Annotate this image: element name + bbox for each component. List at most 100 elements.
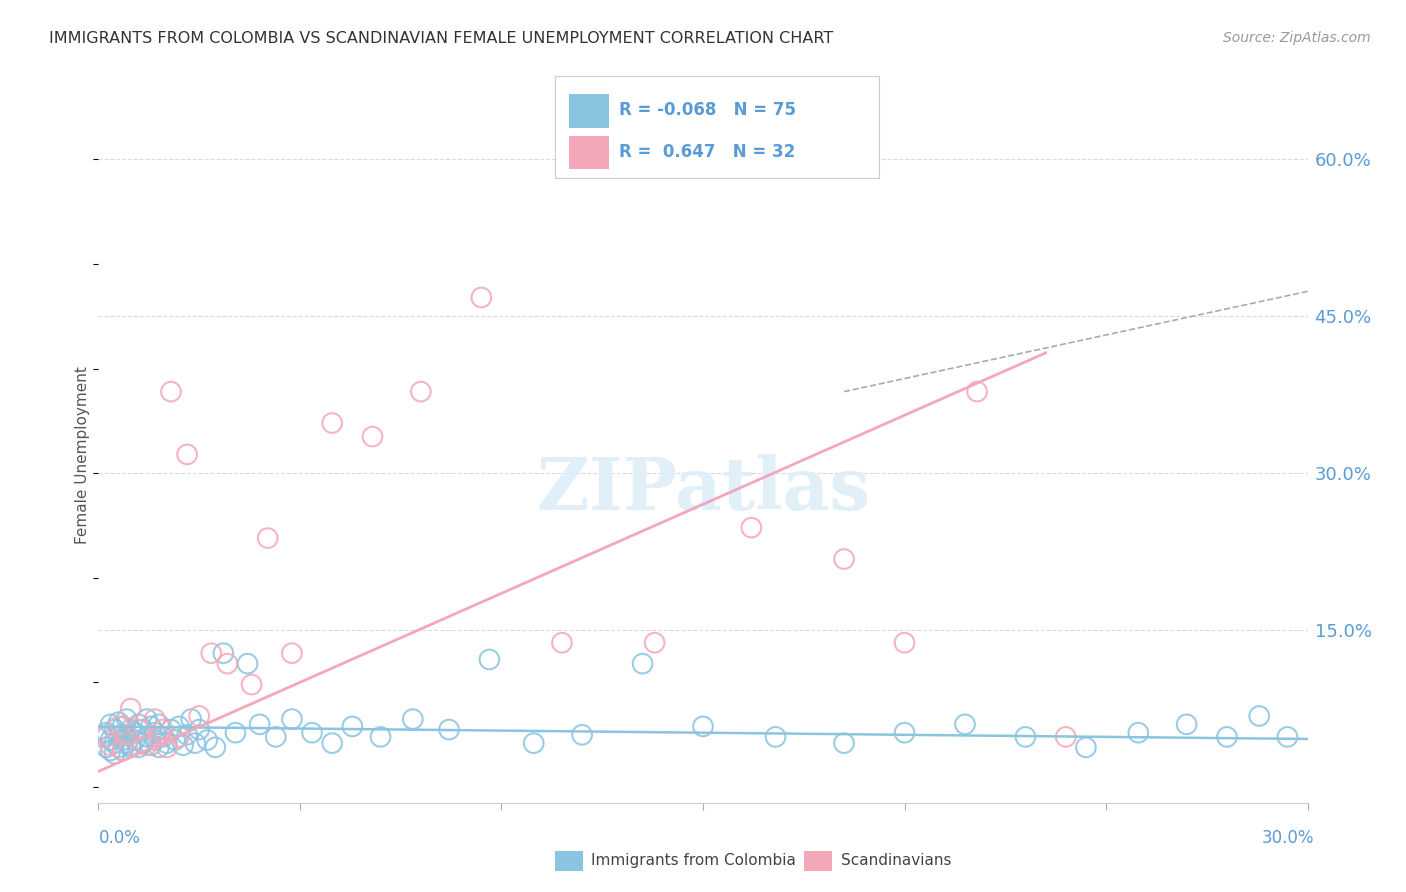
Point (236, 657, 259, 671)
Text: Scandinavians: Scandinavians (841, 854, 952, 868)
Point (135, 738, 157, 752)
Point (167, 730, 190, 744)
Point (893, 636, 915, 650)
Point (204, 740, 226, 755)
Point (212, 646, 235, 660)
Point (111, 719, 134, 733)
Point (103, 747, 125, 761)
Point (256, 531, 278, 545)
Point (953, 717, 976, 731)
Point (132, 736, 155, 750)
Point (103, 736, 125, 750)
Point (100, 717, 122, 731)
Point (143, 725, 166, 739)
Point (96, 730, 118, 744)
Point (1014, 730, 1036, 744)
Point (148, 717, 170, 731)
Text: 0.0%: 0.0% (98, 829, 141, 847)
Point (200, 646, 222, 660)
Point (240, 677, 263, 691)
Point (361, 429, 384, 443)
Point (120, 701, 142, 715)
Point (115, 728, 138, 742)
Point (139, 719, 162, 733)
Point (148, 730, 170, 744)
Y-axis label: Female Unemployment: Female Unemployment (75, 366, 90, 544)
Point (152, 730, 174, 744)
Text: ZIPatlas: ZIPatlas (536, 454, 870, 525)
Point (107, 719, 129, 733)
Point (765, 730, 787, 744)
Point (124, 733, 146, 747)
Point (128, 740, 150, 755)
Text: R = -0.068   N = 75: R = -0.068 N = 75 (619, 101, 796, 119)
Point (115, 712, 138, 726)
Point (96, 740, 118, 755)
Point (111, 743, 134, 757)
Point (264, 730, 287, 744)
Point (135, 712, 157, 726)
Point (1249, 709, 1271, 723)
Point (128, 717, 150, 731)
Point (409, 384, 432, 399)
Point (100, 738, 122, 752)
Text: Immigrants from Colombia: Immigrants from Colombia (591, 854, 796, 868)
Point (103, 723, 125, 737)
Point (163, 733, 186, 747)
Point (1216, 730, 1239, 744)
Point (132, 723, 155, 737)
Point (217, 657, 239, 671)
Point (107, 730, 129, 744)
Point (100, 743, 122, 757)
Point (740, 521, 762, 535)
Point (91, 730, 114, 744)
Point (100, 733, 122, 747)
Point (152, 723, 174, 737)
Point (107, 740, 129, 755)
Point (160, 384, 183, 399)
Point (160, 723, 183, 737)
Point (692, 719, 714, 733)
Point (249, 717, 271, 731)
Point (644, 636, 666, 650)
Point (180, 712, 202, 726)
Point (139, 738, 162, 752)
Point (143, 712, 166, 726)
Point (631, 657, 654, 671)
Text: R =  0.647   N = 32: R = 0.647 N = 32 (619, 143, 794, 161)
Point (893, 725, 915, 739)
Text: Source: ZipAtlas.com: Source: ZipAtlas.com (1223, 31, 1371, 45)
Point (120, 738, 142, 752)
Point (107, 715, 129, 730)
Point (135, 730, 157, 744)
Point (156, 736, 179, 750)
Point (571, 728, 593, 742)
Point (111, 733, 134, 747)
Point (224, 725, 246, 739)
Point (176, 728, 198, 742)
Point (321, 416, 343, 430)
Point (128, 723, 150, 737)
Point (120, 740, 142, 755)
Point (370, 730, 392, 744)
Point (1277, 730, 1299, 744)
Point (281, 712, 304, 726)
Point (437, 723, 460, 737)
Point (176, 447, 198, 461)
Point (120, 723, 142, 737)
Point (832, 736, 855, 750)
Point (1054, 730, 1077, 744)
Point (402, 712, 425, 726)
Point (143, 733, 166, 747)
Point (188, 709, 211, 723)
Point (96, 725, 118, 739)
Point (115, 736, 138, 750)
Point (478, 652, 501, 666)
Text: IMMIGRANTS FROM COLOMBIA VS SCANDINAVIAN FEMALE UNEMPLOYMENT CORRELATION CHART: IMMIGRANTS FROM COLOMBIA VS SCANDINAVIAN… (49, 31, 834, 46)
Point (470, 290, 492, 304)
Point (195, 733, 218, 747)
Point (551, 636, 574, 650)
Point (321, 736, 343, 750)
Point (1175, 717, 1198, 731)
Point (167, 719, 190, 733)
